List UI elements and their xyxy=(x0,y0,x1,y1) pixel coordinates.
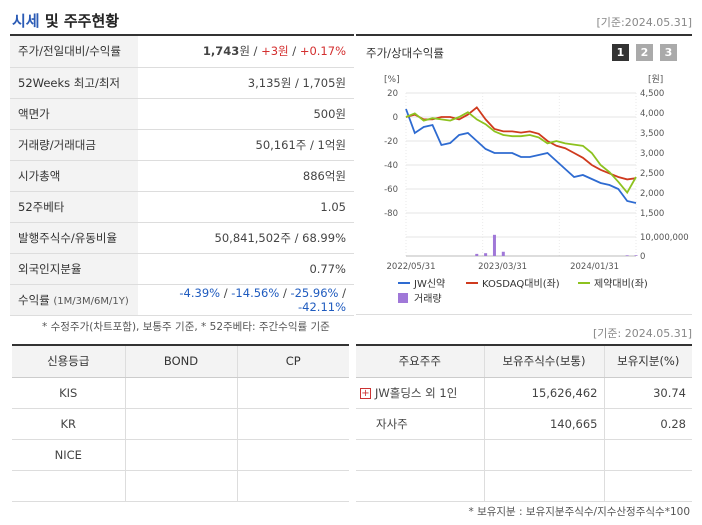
left-tick-label: 20 xyxy=(387,89,398,99)
legend-label-volume: 거래량 xyxy=(414,293,442,305)
table-row: KR xyxy=(12,408,349,440)
right-tick-label: 4,000 xyxy=(640,109,664,119)
divider xyxy=(12,344,349,346)
table-row: 외국인지분율 0.77% xyxy=(10,253,354,285)
right-tick-label: 3,000 xyxy=(640,149,664,159)
page-title: 시세 및 주주현황 xyxy=(12,12,120,30)
holders-footnote: * 보유지분 : 보유지분주식수/지수산정주식수*100 xyxy=(468,506,690,518)
volume-bar xyxy=(492,234,496,256)
left-tick-label: -80 xyxy=(384,209,398,219)
table-row: + JW홀딩스 외 1인 15,626,462 30.74 xyxy=(356,377,692,409)
volume-bar xyxy=(634,255,638,256)
series-line-0 xyxy=(405,108,637,204)
right-tick-label: 2,500 xyxy=(640,169,664,179)
chart-panel xyxy=(356,36,692,315)
left-axis-unit: [%] xyxy=(384,75,400,85)
table-row xyxy=(12,470,349,502)
legend-label-pharma: 제약대비(좌) xyxy=(594,278,648,290)
series-line-2 xyxy=(405,111,637,195)
volume-bar xyxy=(484,253,488,256)
x-tick-label: 2023/03/31 xyxy=(478,262,527,272)
expand-icon[interactable]: + xyxy=(360,387,371,399)
table-row: 수익률 (1M/3M/6M/1Y) -4.39% / -14.56% / -25… xyxy=(10,284,354,316)
table-row: NICE xyxy=(12,439,349,471)
series-line-1 xyxy=(405,106,637,181)
standard-date-2: [기준: 2024.05.31] xyxy=(592,327,692,340)
left-tick-label: -20 xyxy=(384,137,398,147)
divider xyxy=(356,34,692,36)
legend-swatch-volume xyxy=(398,293,408,303)
major-shareholders-table: 주요주주 보유주식수(보통) 보유지분(%) + JW홀딩스 외 1인 15,62… xyxy=(356,346,692,502)
volume-bar xyxy=(475,253,479,256)
table-row: 발행주식수/유동비율 50,841,502주 / 68.99% xyxy=(10,222,354,254)
table-row: 주가/전일대비/수익률 1,743원 / +3원 / +0.17% xyxy=(10,36,354,68)
current-price: 1,743 xyxy=(202,44,240,59)
chart-page-3-button[interactable]: 3 xyxy=(660,44,677,61)
volume-bar xyxy=(625,255,629,256)
return-rate: +0.17% xyxy=(299,44,346,59)
price-chart: [%] [원] 20 0 -20 -40 -60 -80 4,500 4,000 3,500 3,00… xyxy=(384,74,689,305)
price-change: +3원 xyxy=(261,44,289,59)
table-row: 액면가 500원 xyxy=(10,98,354,130)
right-tick-label: 1,500 xyxy=(640,209,664,219)
volume-bar xyxy=(501,251,505,256)
right-axis-unit: [원] xyxy=(648,74,663,85)
table-row: 자사주 140,665 0.28 xyxy=(356,408,692,440)
right-tick-label: 2,000 xyxy=(640,189,664,199)
price-info-table: 주가/전일대비/수익률 1,743원 / +3원 / +0.17% 52Week… xyxy=(10,36,354,316)
table-row: 시가총액 886억원 xyxy=(10,160,354,192)
legend-label-jw: JW신약 xyxy=(413,278,445,290)
left-tick-label: -60 xyxy=(384,185,398,195)
table-row: KIS xyxy=(12,377,349,409)
volume-tick-label: 10,000,000 xyxy=(640,233,689,243)
chart-title: 주가/상대수익률 xyxy=(366,46,444,60)
table-row: 거래량/거래대금 50,161주 / 1억원 xyxy=(10,129,354,161)
divider xyxy=(10,34,354,36)
table-row xyxy=(356,470,692,502)
right-tick-label: 3,500 xyxy=(640,129,664,139)
chart-page-2-button[interactable]: 2 xyxy=(636,44,653,61)
divider xyxy=(356,344,692,346)
table-header-row: 주요주주 보유주식수(보통) 보유지분(%) xyxy=(356,346,692,378)
standard-date: [기준:2024.05.31] xyxy=(596,16,692,29)
credit-rating-table: 신용등급 BOND CP KIS KR NICE xyxy=(12,346,349,502)
x-tick-label: 2022/05/31 xyxy=(387,262,436,272)
info-footnote: * 수정주가(차트포함), 보통주 기준, * 52주베타: 주간수익률 기준 xyxy=(42,321,330,333)
left-tick-label: -40 xyxy=(384,161,398,171)
table-row xyxy=(356,439,692,471)
table-row: 52주베타 1.05 xyxy=(10,191,354,223)
chart-page-1-button[interactable]: 1 xyxy=(612,44,629,61)
volume-tick-label: 0 xyxy=(640,252,645,262)
table-header-row: 신용등급 BOND CP xyxy=(12,346,349,378)
x-tick-label: 2024/01/31 xyxy=(570,262,619,272)
legend-label-kosdaq: KOSDAQ대비(좌) xyxy=(482,278,560,290)
right-tick-label: 4,500 xyxy=(640,89,664,99)
table-row: 52Weeks 최고/최저 3,135원 / 1,705원 xyxy=(10,67,354,99)
left-tick-label: 0 xyxy=(393,113,398,123)
